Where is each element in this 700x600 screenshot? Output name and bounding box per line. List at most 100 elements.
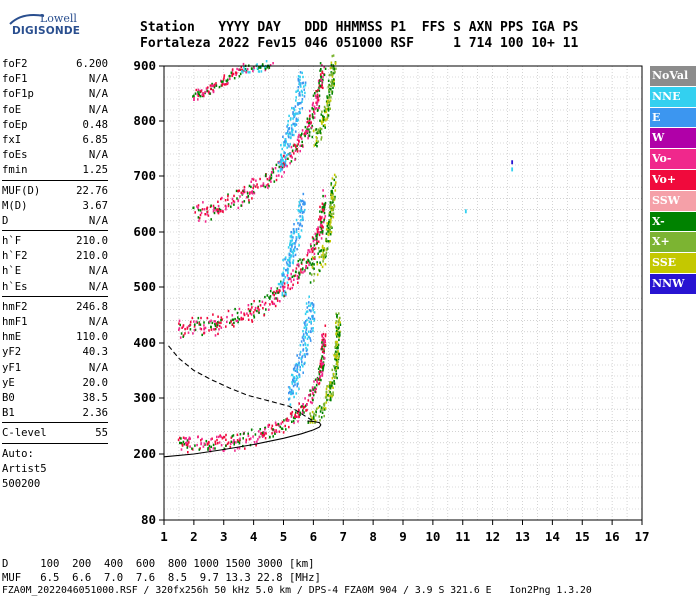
- x-tick-label: 3: [220, 529, 228, 544]
- echo-point: [309, 120, 311, 123]
- echo-point: [334, 352, 336, 355]
- echo-point: [301, 224, 303, 228]
- echo-point: [287, 143, 289, 146]
- echo-point: [328, 232, 331, 235]
- echo-point: [339, 321, 341, 324]
- echo-point: [282, 271, 284, 274]
- echo-point: [202, 201, 204, 204]
- echo-point: [288, 127, 290, 131]
- echo-point: [312, 398, 314, 402]
- echo-point: [312, 101, 314, 105]
- echo-point: [283, 282, 286, 285]
- echo-point: [313, 388, 316, 392]
- echo-point: [313, 417, 315, 420]
- echo-point: [191, 447, 193, 450]
- echo-point: [214, 334, 217, 337]
- echo-point: [330, 398, 332, 402]
- param-value: 110.0: [76, 331, 108, 344]
- echo-point: [319, 127, 321, 130]
- echo-point: [325, 232, 328, 235]
- echo-point: [261, 431, 264, 435]
- echo-point: [308, 121, 311, 125]
- echo-point: [199, 209, 202, 212]
- echo-point: [292, 269, 294, 272]
- echo-point: [293, 421, 295, 425]
- echo-point: [247, 71, 250, 74]
- echo-point: [302, 202, 304, 206]
- echo-point: [197, 98, 199, 101]
- echo-point: [286, 258, 289, 262]
- echo-point: [320, 138, 322, 141]
- echo-point: [217, 208, 220, 211]
- echo-point: [283, 144, 285, 147]
- echo-point: [313, 279, 315, 282]
- echo-point: [299, 111, 301, 114]
- echo-point: [240, 318, 242, 321]
- param-key: hmF2: [2, 300, 28, 313]
- echo-point: [182, 324, 185, 327]
- echo-point: [260, 70, 263, 73]
- echo-point: [281, 168, 283, 171]
- echo-point: [335, 340, 337, 344]
- echo-point: [329, 66, 332, 70]
- echo-point: [294, 413, 296, 416]
- echo-point: [315, 410, 317, 414]
- echo-point: [323, 402, 326, 405]
- echo-point: [336, 332, 339, 336]
- echo-point: [298, 273, 301, 276]
- echo-point: [321, 333, 323, 337]
- echo-point: [312, 108, 315, 111]
- param-row: h`Es N/A: [2, 280, 108, 295]
- echo-point: [324, 107, 327, 110]
- echo-point: [321, 355, 323, 358]
- y-tick-label: 800: [133, 113, 156, 128]
- echo-point: [336, 347, 338, 350]
- echo-point: [308, 263, 310, 267]
- echo-point: [268, 176, 271, 180]
- echo-point: [304, 81, 307, 84]
- echo-point: [317, 367, 320, 370]
- echo-point: [290, 248, 293, 251]
- echo-point: [325, 390, 328, 394]
- echo-point: [299, 235, 302, 238]
- echo-point: [322, 208, 325, 212]
- param-separator: [2, 230, 108, 232]
- echo-point: [333, 173, 336, 177]
- echo-point: [291, 410, 294, 414]
- echo-point: [186, 441, 188, 444]
- echo-point: [201, 208, 204, 211]
- echo-point: [229, 74, 231, 78]
- echo-point: [321, 338, 324, 342]
- echo-point: [199, 95, 202, 98]
- echo-point: [292, 367, 295, 371]
- echo-point: [255, 185, 257, 188]
- echo-point: [214, 324, 217, 327]
- echo-point: [236, 67, 238, 71]
- echo-point: [327, 84, 330, 87]
- echo-point: [257, 186, 259, 189]
- echo-point: [299, 135, 302, 139]
- echo-point: [218, 441, 221, 444]
- echo-point: [178, 322, 180, 325]
- echo-point: [310, 248, 313, 251]
- echo-point: [322, 332, 325, 336]
- echo-point: [332, 186, 334, 189]
- echo-point: [237, 199, 239, 203]
- echo-point: [259, 177, 261, 181]
- echo-point: [232, 434, 235, 437]
- echo-point: [297, 86, 300, 89]
- echo-point: [311, 103, 314, 106]
- echo-point: [319, 219, 322, 223]
- echo-point: [296, 150, 299, 153]
- echo-point: [218, 328, 220, 331]
- echo-point: [305, 326, 308, 330]
- echo-point: [198, 217, 201, 220]
- echo-point: [319, 269, 321, 273]
- echo-point: [236, 447, 239, 450]
- echo-point: [296, 277, 299, 280]
- echo-point: [292, 378, 294, 382]
- param-value: 210.0: [76, 235, 108, 248]
- echo-point: [284, 160, 287, 163]
- param-value: N/A: [88, 214, 108, 227]
- echo-point: [304, 125, 307, 129]
